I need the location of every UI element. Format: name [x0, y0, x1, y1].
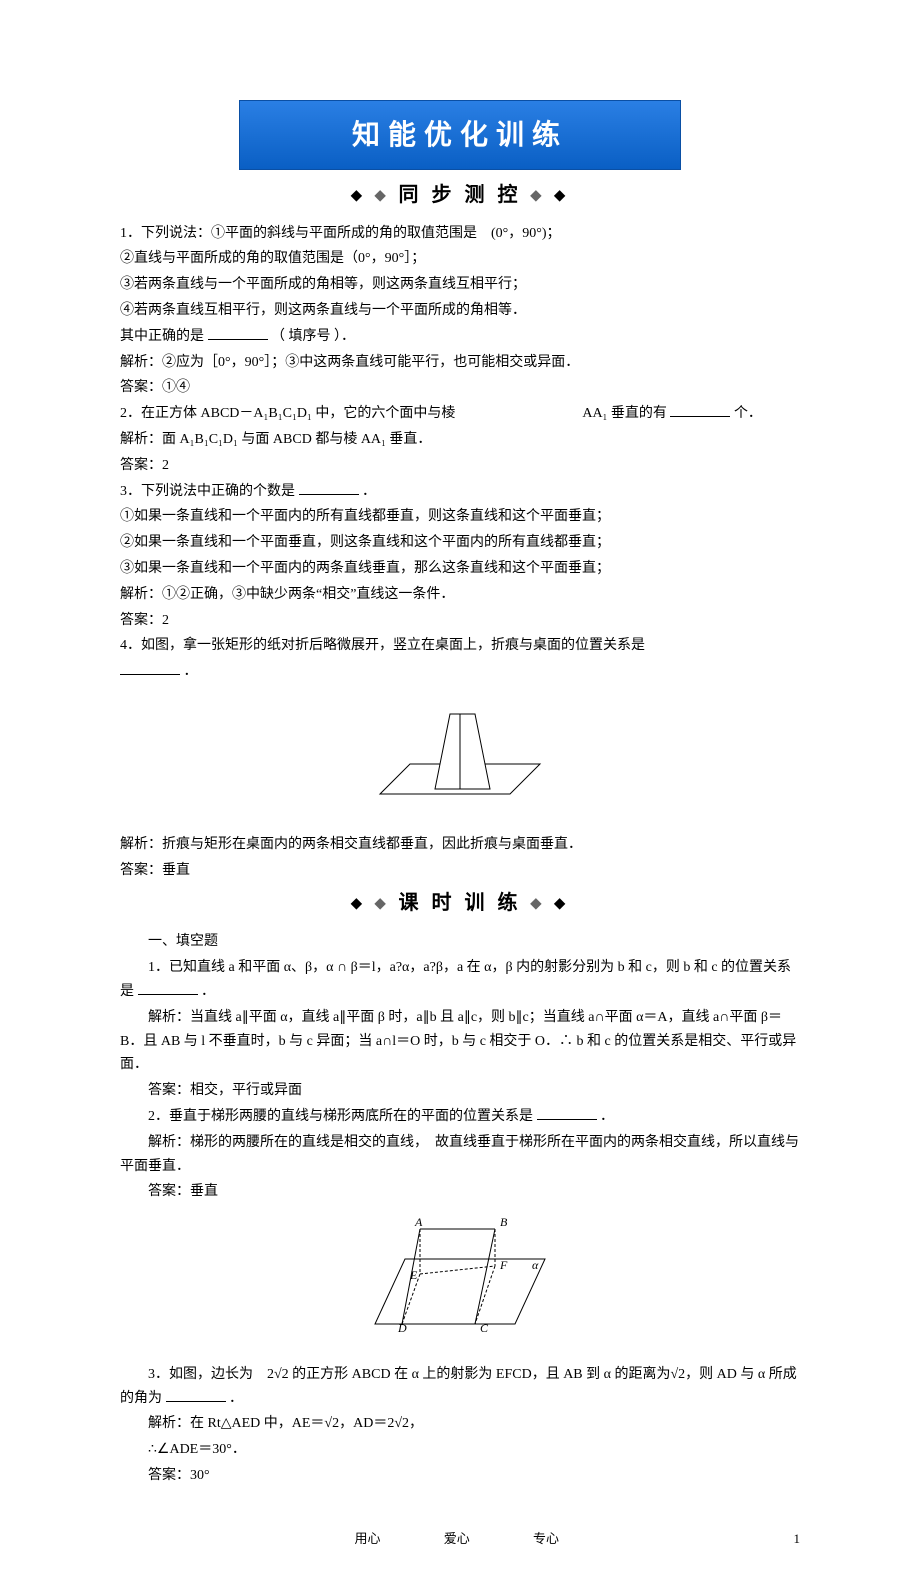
section-label: 一、填空题 [120, 930, 800, 954]
q1-line5-pre: 其中正确的是 [120, 329, 204, 344]
q2-pre: 2．在正方体 ABCD－A₁B₁C₁D₁ 中，它的六个面中与棱 [120, 406, 455, 421]
figure-1 [120, 694, 800, 823]
sync-content: 1．下列说法：①平面的斜线与平面所成的角的取值范围是 (0°，90°)； ②直线… [120, 222, 800, 883]
label-F: F [499, 1258, 508, 1272]
q1-line4: ④若两条直线互相平行，则这两条直线与一个平面所成的角相等． [120, 299, 800, 323]
q3-analysis: 解析：①②正确，③中缺少两条“相交”直线这一条件． [120, 583, 800, 607]
q4-pre: 4．如图，拿一张矩形的纸对折后略微展开，竖立在桌面上，折痕与桌面的位置关系是 [120, 638, 645, 653]
dot-icon: ◆ [375, 897, 390, 912]
dot-icon: ◆ [531, 188, 546, 203]
diamond-icon: ◆ [351, 897, 366, 912]
class-header-text: 课 时 训 练 [399, 892, 522, 914]
ct-q2-answer: 答案：垂直 [120, 1180, 800, 1204]
ct-q1-analysis: 解析：当直线 a∥平面 α，直线 a∥平面 β 时，a∥b 且 a∥c，则 b∥… [120, 1006, 800, 1077]
q3-line4: ③如果一条直线和一个平面内的两条直线垂直，那么这条直线和这个平面垂直； [120, 557, 800, 581]
q4-analysis: 解析：折痕与矩形在桌面内的两条相交直线都垂直，因此折痕与桌面垂直． [120, 833, 800, 857]
q4-blank-line: ． [120, 660, 800, 684]
figure-2: A B E F D C α [120, 1214, 800, 1353]
ct-q3-post: ． [229, 1391, 243, 1406]
q2-mid: AA₁ 垂直的有 [582, 406, 667, 421]
ct-q1-answer: 答案：相交，平行或异面 [120, 1079, 800, 1103]
class-content: 一、填空题 1．已知直线 a 和平面 α、β，α ∩ β＝l，a?α，a?β，a… [120, 930, 800, 1488]
ct-q3-answer: 答案：30° [120, 1464, 800, 1488]
label-A: A [414, 1215, 423, 1229]
q1-line3: ③若两条直线与一个平面所成的角相等，则这两条直线互相平行； [120, 273, 800, 297]
section-header-sync: ◆ ◆ 同 步 测 控 ◆ ◆ [120, 178, 800, 212]
blank-field [138, 980, 198, 995]
diamond-icon: ◆ [351, 188, 366, 203]
main-banner: 知能优化训练 [239, 100, 681, 170]
q2-text: 2．在正方体 ABCD－A₁B₁C₁D₁ 中，它的六个面中与棱 AA₁ 垂直的有… [120, 402, 800, 426]
q2-post: 个． [734, 406, 762, 421]
ct-q3-analysis-pre: 解析：在 Rt△AED 中，AE＝√2，AD＝2√2， [120, 1412, 800, 1436]
page-footer: 用心 爱心 专心 1 [120, 1528, 800, 1550]
q4-text: 4．如图，拿一张矩形的纸对折后略微展开，竖立在桌面上，折痕与桌面的位置关系是 [120, 634, 800, 658]
ct-q2-post: ． [600, 1109, 614, 1124]
q3-line1-post: ． [362, 484, 376, 499]
folded-paper-diagram [360, 694, 560, 814]
q1-answer: 答案：①④ [120, 376, 800, 400]
label-C: C [480, 1321, 489, 1335]
blank-field [166, 1387, 226, 1402]
blank-field [208, 325, 268, 340]
label-B: B [500, 1215, 508, 1229]
q1-analysis: 解析：②应为［0°，90°］；③中这两条直线可能平行，也可能相交或异面． [120, 351, 800, 375]
q1-line5-post: （ 填序号 ）． [271, 329, 355, 344]
blank-field [537, 1105, 597, 1120]
ct-q3-analysis-post: ∴∠ADE＝30°． [120, 1438, 800, 1462]
ct-q1-post: ． [201, 984, 215, 999]
blank-field [670, 402, 730, 417]
q1-line1: 1．下列说法：①平面的斜线与平面所成的角的取值范围是 (0°，90°)； [120, 222, 800, 246]
dot-icon: ◆ [531, 897, 546, 912]
q4-post: ． [184, 664, 198, 679]
q1-line5: 其中正确的是 （ 填序号 ）． [120, 325, 800, 349]
diamond-icon: ◆ [554, 188, 569, 203]
page: 知能优化训练 ◆ ◆ 同 步 测 控 ◆ ◆ 1．下列说法：①平面的斜线与平面所… [0, 0, 920, 1590]
ct-q3-text: 3．如图，边长为 2√2 的正方形 ABCD 在 α 上的射影为 EFCD，且 … [120, 1363, 800, 1411]
q2-answer: 答案：2 [120, 454, 800, 478]
q3-answer: 答案：2 [120, 609, 800, 633]
page-number: 1 [794, 1528, 801, 1550]
blank-field [120, 660, 180, 675]
label-D: D [397, 1321, 407, 1335]
section-header-class: ◆ ◆ 课 时 训 练 ◆ ◆ [120, 886, 800, 920]
footer-left: 用心 [354, 1531, 380, 1546]
ct-q2-pre: 2．垂直于梯形两腰的直线与梯形两底所在的平面的位置关系是 [148, 1109, 533, 1124]
footer-right: 专心 [533, 1531, 559, 1546]
q3-line1: 3．下列说法中正确的个数是 ． [120, 480, 800, 504]
q2-analysis: 解析：面 A₁B₁C₁D₁ 与面 ABCD 都与棱 AA₁ 垂直． [120, 428, 800, 452]
q4-answer: 答案：垂直 [120, 859, 800, 883]
ct-q2-text: 2．垂直于梯形两腰的直线与梯形两底所在的平面的位置关系是 ． [120, 1105, 800, 1129]
ct-q2-analysis: 解析：梯形的两腰所在的直线是相交的直线， 故直线垂直于梯形所在平面内的两条相交直… [120, 1131, 800, 1179]
projection-diagram: A B E F D C α [360, 1214, 560, 1344]
label-E: E [409, 1268, 418, 1282]
footer-mid: 爱心 [444, 1531, 470, 1546]
q3-line2: ①如果一条直线和一个平面内的所有直线都垂直，则这条直线和这个平面垂直； [120, 505, 800, 529]
dot-icon: ◆ [375, 188, 390, 203]
q3-line1-pre: 3．下列说法中正确的个数是 [120, 484, 295, 499]
q3-line3: ②如果一条直线和一个平面垂直，则这条直线和这个平面内的所有直线都垂直； [120, 531, 800, 555]
sync-header-text: 同 步 测 控 [399, 184, 522, 206]
diamond-icon: ◆ [554, 897, 569, 912]
q1-line2: ②直线与平面所成的角的取值范围是（0°，90°］； [120, 247, 800, 271]
ct-q1-pre: 1．已知直线 a 和平面 α、β，α ∩ β＝l，a?α，a?β，a 在 α，β… [120, 960, 791, 999]
blank-field [299, 480, 359, 495]
label-alpha: α [532, 1258, 539, 1272]
ct-q1-text: 1．已知直线 a 和平面 α、β，α ∩ β＝l，a?α，a?β，a 在 α，β… [120, 956, 800, 1004]
